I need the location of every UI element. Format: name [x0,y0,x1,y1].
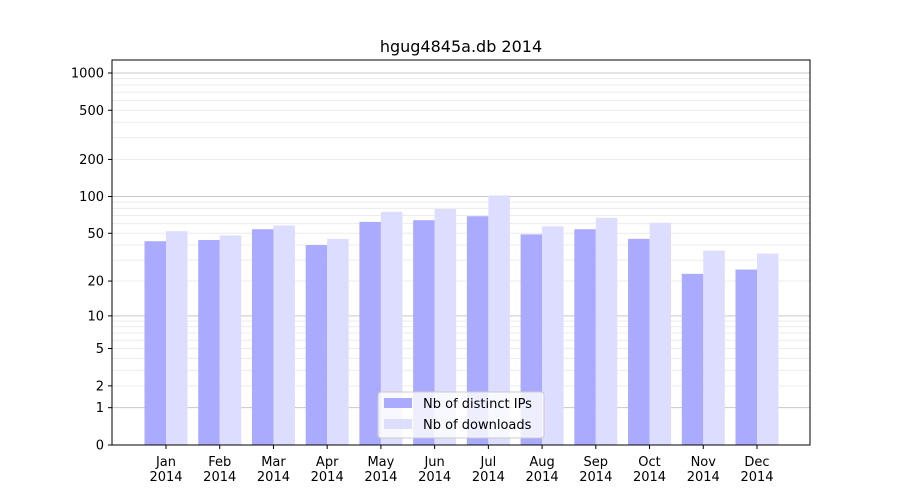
legend-label-downloads: Nb of downloads [423,418,532,433]
bar-downloads [649,222,672,445]
y-tick-label: 200 [79,153,104,168]
bar-downloads [219,235,242,445]
bar-downloads [488,195,510,445]
bar-distinct-ips [735,269,757,445]
bar-downloads [327,238,349,445]
bar-downloads [757,253,779,445]
y-tick-label: 50 [87,227,104,242]
bar-distinct-ips [574,229,596,445]
bar-downloads [273,225,295,445]
bar-downloads [542,226,564,445]
legend: Nb of distinct IPs Nb of downloads [377,391,545,439]
bar-distinct-ips [628,238,650,445]
x-tick-label: Oct 2014 [633,455,666,485]
y-tick-label: 0 [96,439,104,454]
x-tick-label: Sep 2014 [579,455,612,485]
x-tick-label: May 2014 [364,455,397,485]
x-tick-label: Apr 2014 [311,455,344,485]
y-tick-label: 2 [96,379,104,394]
y-tick-label: 1 [96,401,104,416]
y-tick-label: 5 [96,342,104,357]
plot-frame [111,59,811,446]
y-tick-label: 500 [79,104,104,119]
x-tick-label: Jun 2014 [418,455,451,485]
bar-distinct-ips [198,240,220,445]
bar-distinct-ips [466,216,489,445]
x-tick-label: Mar 2014 [257,455,290,485]
x-tick-label: Jan 2014 [149,455,182,485]
chart-title: hgug4845a.db 2014 [380,37,542,56]
y-tick-label: 20 [87,275,104,290]
x-tick-label: Nov 2014 [687,455,720,485]
legend-swatch-downloads [384,419,412,429]
bar-distinct-ips [359,221,381,445]
bar-downloads [595,217,618,445]
bar-distinct-ips [681,273,704,445]
legend-box [377,391,545,439]
legend-swatch-ips [384,398,412,408]
bar-downloads [703,250,725,445]
x-tick-label: Dec 2014 [740,455,773,485]
bar-distinct-ips [413,220,435,445]
bar-downloads [166,231,188,445]
x-tick-label: Aug 2014 [526,455,559,485]
bar-distinct-ips [144,241,166,445]
x-tick-label: Jul 2014 [472,455,505,485]
y-tick-label: 100 [79,190,104,205]
legend-label-ips: Nb of distinct IPs [423,397,532,412]
y-tick-label: 1000 [71,66,104,81]
bar-downloads [380,211,403,445]
bar-downloads [434,209,457,445]
bar-distinct-ips [251,229,274,445]
x-tick-label: Feb 2014 [203,455,236,485]
bar-distinct-ips [305,245,328,445]
y-tick-label: 10 [87,309,104,324]
